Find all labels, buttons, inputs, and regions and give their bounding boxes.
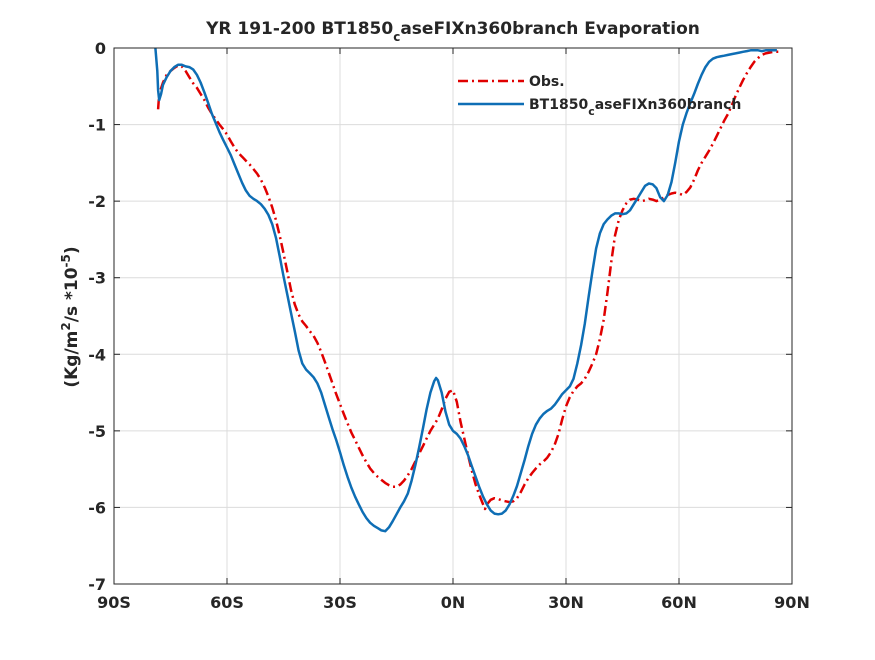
x-tick-label: 60N <box>661 593 697 612</box>
legend-model-label-sub: c <box>588 105 595 118</box>
x-tick-label: 30N <box>548 593 584 612</box>
y-axis-label-middle: /s *10 <box>62 267 82 322</box>
x-tick-label: 60S <box>210 593 244 612</box>
y-axis-label-sup1: 2 <box>59 322 73 330</box>
axis-ticks <box>113 47 793 585</box>
x-tick-label: 90S <box>97 593 131 612</box>
y-tick-label: -3 <box>88 269 106 288</box>
chart-title-main: YR 191-200 BT1850 <box>205 19 393 39</box>
series-line-obs <box>156 50 779 511</box>
y-axis-label-suffix: ) <box>62 246 82 254</box>
y-tick-label: -4 <box>88 345 106 364</box>
x-tick-label: 90N <box>774 593 810 612</box>
legend-model-label-main: BT1850 <box>529 97 588 113</box>
series-line-model <box>154 48 777 533</box>
y-tick-label: 0 <box>95 39 106 58</box>
legend-model-label: BT1850caseFIXn360branch <box>529 97 741 118</box>
legend-model-label-rest: aseFIXn360branch <box>595 97 742 113</box>
legend-obs-label: Obs. <box>529 74 565 90</box>
y-axis-label: (Kg/m2/s *10-5) <box>59 246 82 387</box>
x-tick-label: 0N <box>441 593 466 612</box>
y-tick-label: -5 <box>88 422 106 441</box>
x-tick-label: 30S <box>323 593 357 612</box>
y-tick-label: -7 <box>88 575 106 594</box>
y-axis-label-sup2: -5 <box>59 254 73 267</box>
x-tick-labels: 90S 60S 30S 0N 30N 60N 90N <box>97 593 810 612</box>
y-axis-label-prefix: (Kg/m <box>62 331 82 388</box>
chart-title-rest: aseFIXn360branch Evaporation <box>400 19 700 39</box>
y-tick-labels: 0 -1 -2 -3 -4 -5 -6 -7 <box>88 39 106 594</box>
y-tick-label: -6 <box>88 498 106 517</box>
legend: Obs. BT1850caseFIXn360branch <box>458 74 741 118</box>
series-lines <box>154 48 779 533</box>
chart-title: YR 191-200 BT1850caseFIXn360branch Evapo… <box>205 19 700 44</box>
y-tick-label: -1 <box>88 116 106 135</box>
y-tick-label: -2 <box>88 192 106 211</box>
chart-title-subscript: c <box>393 30 400 44</box>
